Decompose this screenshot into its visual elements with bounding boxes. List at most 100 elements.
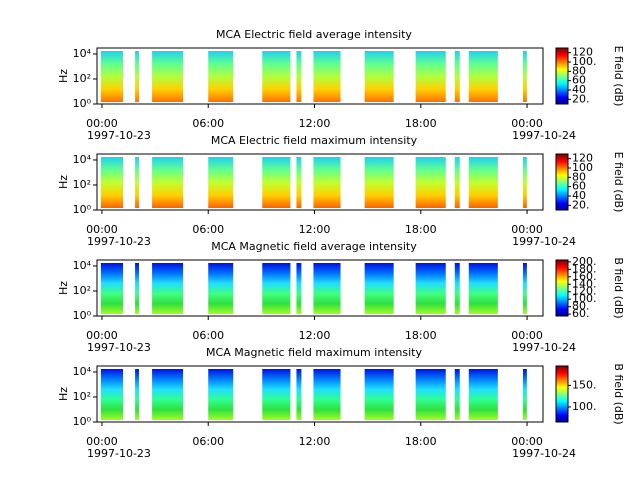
data-segment [454, 369, 460, 420]
colorbar-tick-label: 200. [572, 255, 597, 268]
data-segment [100, 369, 124, 420]
colorbar-tick-label: 180. [572, 262, 597, 275]
data-segment [415, 157, 446, 208]
x-tick-label: 12:00 [299, 223, 331, 236]
data-segment [313, 369, 341, 420]
colorbar-tick-label: 160. [572, 270, 597, 283]
colorbar [555, 153, 569, 211]
x-tick-label: 00:00 [511, 329, 543, 342]
data-segment [454, 263, 460, 314]
plot-frame [96, 153, 544, 211]
colorbar-tick-label: 100. [572, 55, 597, 68]
data-segment [135, 369, 139, 420]
date-label: 1997-10-23 [87, 235, 151, 248]
y-tick-label: 10⁴ [73, 153, 92, 166]
data-segment [313, 157, 341, 208]
date-label: 1997-10-23 [87, 447, 151, 460]
data-segment [468, 51, 498, 102]
y-tick-label: 10² [73, 178, 91, 191]
colorbar-tick-label: 40 [572, 83, 586, 96]
colorbar-tick-label: 100. [572, 292, 597, 305]
colorbar-tick-label: 80. [572, 300, 590, 313]
data-segment [262, 263, 291, 314]
x-tick-label: 18:00 [405, 223, 437, 236]
data-segment [468, 263, 498, 314]
x-tick-label: 18:00 [405, 435, 437, 448]
colorbar-tick-label: 60 [572, 180, 586, 193]
data-segment [100, 51, 124, 102]
y-axis-label: Hz [57, 281, 70, 295]
data-segment [208, 369, 234, 420]
x-tick-label: 00:00 [86, 117, 118, 130]
data-segment [208, 157, 234, 208]
colorbar-tick-label: 150. [572, 378, 597, 391]
date-label: 1997-10-24 [512, 341, 576, 354]
data-segment [135, 51, 139, 102]
x-tick-label: 18:00 [405, 329, 437, 342]
data-segment [152, 51, 184, 102]
data-segment [468, 157, 498, 208]
y-tick-label: 10⁰ [73, 309, 92, 322]
panel-title: MCA Magnetic field maximum intensity [206, 346, 422, 359]
data-segment [152, 157, 184, 208]
x-tick-label: 00:00 [86, 329, 118, 342]
x-tick-label: 06:00 [192, 329, 224, 342]
y-axis-label: Hz [57, 387, 70, 401]
colorbar [555, 365, 569, 423]
x-tick-label: 06:00 [192, 435, 224, 448]
data-segment [152, 369, 184, 420]
data-segment [100, 263, 124, 314]
x-tick-label: 06:00 [192, 117, 224, 130]
x-tick-label: 00:00 [511, 117, 543, 130]
data-segment [468, 369, 498, 420]
data-segment [100, 157, 124, 208]
panel-title: MCA Magnetic field average intensity [211, 240, 417, 253]
data-segment [135, 157, 139, 208]
data-segment [313, 263, 341, 314]
data-segment [415, 369, 446, 420]
y-tick-label: 10² [73, 390, 91, 403]
colorbar-label: B field (dB) [612, 257, 625, 318]
date-label: 1997-10-24 [512, 235, 576, 248]
date-label: 1997-10-23 [87, 341, 151, 354]
x-tick-label: 00:00 [86, 435, 118, 448]
data-segment [364, 263, 394, 314]
data-segment [262, 157, 291, 208]
panel-title: MCA Electric field average intensity [216, 28, 412, 41]
date-label: 1997-10-23 [87, 129, 151, 142]
data-segment [208, 263, 234, 314]
data-segment [415, 51, 446, 102]
y-tick-label: 10⁰ [73, 415, 92, 428]
plot-frame [96, 365, 544, 423]
data-segment [364, 51, 394, 102]
y-tick-label: 10² [73, 284, 91, 297]
colorbar-tick-label: 60. [572, 307, 590, 320]
plot-frame [96, 259, 544, 317]
data-segment [522, 51, 527, 102]
data-segment [522, 157, 527, 208]
data-segment [296, 263, 302, 314]
colorbar-tick-label: 100. [572, 400, 597, 413]
data-segment [454, 51, 460, 102]
data-segment [522, 263, 527, 314]
data-segment [415, 263, 446, 314]
data-segment [208, 51, 234, 102]
y-tick-label: 10⁴ [73, 365, 92, 378]
plot-frame [96, 47, 544, 105]
y-tick-label: 10⁴ [73, 259, 92, 272]
colorbar-tick-label: 40 [572, 189, 586, 202]
date-label: 1997-10-24 [512, 447, 576, 460]
colorbar-tick-label: 60 [572, 74, 586, 87]
x-tick-label: 00:00 [86, 223, 118, 236]
colorbar-tick-label: 20. [572, 198, 590, 211]
y-tick-label: 10² [73, 72, 91, 85]
data-segment [313, 51, 341, 102]
x-tick-label: 12:00 [299, 117, 331, 130]
colorbar-label: B field (dB) [612, 363, 625, 424]
data-segment [296, 157, 302, 208]
x-tick-label: 12:00 [299, 435, 331, 448]
colorbar-label: E field (dB) [612, 152, 625, 213]
y-tick-label: 10⁴ [73, 47, 92, 60]
y-tick-label: 10⁰ [73, 203, 92, 216]
